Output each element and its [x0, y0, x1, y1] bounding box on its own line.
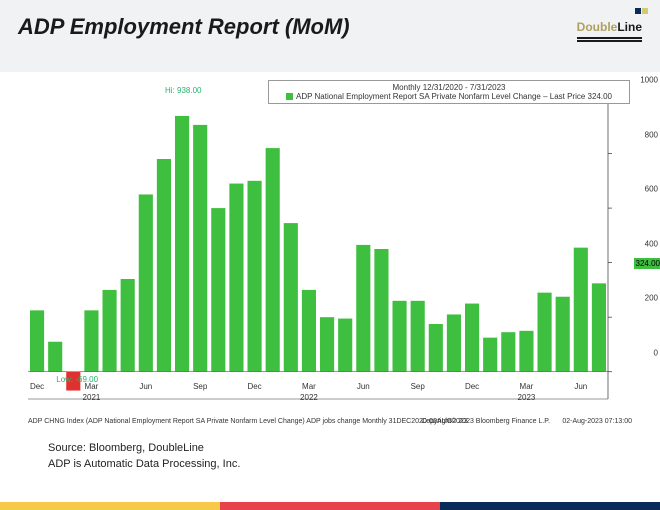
logo-squares [635, 8, 648, 14]
y-axis: 02004006008001000 [632, 80, 660, 380]
doubleline-logo: DoubleLine [577, 18, 642, 42]
high-annotation: Hi: 938.00 [165, 86, 201, 95]
x-axis: DecMar2021JunSepDecMar2022JunSepDecMar20… [28, 382, 632, 420]
footer-desc-right: Copyright© 2023 Bloomberg Finance L.P. [421, 418, 550, 425]
brand-color-bar [0, 502, 660, 510]
legend-date-range: Monthly 12/31/2020 - 7/31/2023 [273, 83, 625, 92]
low-annotation: Low: -69.00 [56, 375, 98, 384]
chart-area: Monthly 12/31/2020 - 7/31/2023 ADP Natio… [28, 80, 632, 420]
bar-chart [28, 80, 632, 420]
last-value-badge: 324.00 [634, 258, 660, 269]
source-line-1: Source: Bloomberg, DoubleLine [48, 442, 204, 454]
legend-series-label: ADP National Employment Report SA Privat… [296, 92, 612, 101]
header: ADP Employment Report (MoM) DoubleLine [0, 0, 660, 72]
footer-desc-left: ADP CHNG Index (ADP National Employment … [28, 418, 468, 425]
chart-legend: Monthly 12/31/2020 - 7/31/2023 ADP Natio… [268, 80, 630, 104]
page-title: ADP Employment Report (MoM) [18, 14, 642, 40]
source-line-2: ADP is Automatic Data Processing, Inc. [48, 458, 240, 470]
footer-timestamp: 02-Aug-2023 07:13:00 [562, 418, 632, 425]
legend-swatch [286, 93, 293, 100]
